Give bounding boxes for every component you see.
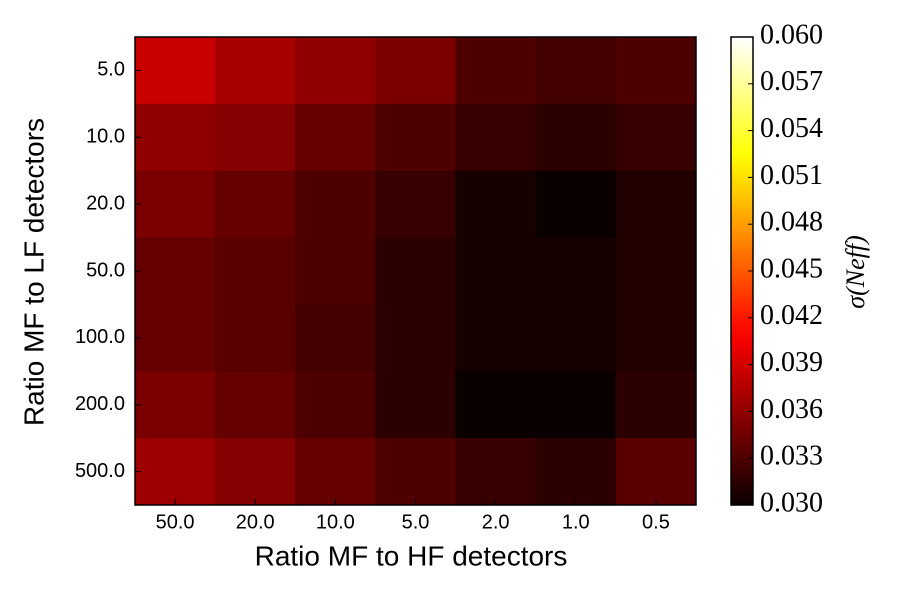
heatmap-cell bbox=[215, 170, 296, 239]
heatmap-cell bbox=[375, 304, 457, 372]
heatmap-cell bbox=[295, 170, 376, 239]
colorbar-tick-label: 0.030 bbox=[760, 487, 823, 518]
heatmap-cell bbox=[535, 438, 617, 506]
x-tick-label: 2.0 bbox=[482, 511, 510, 533]
heatmap-cell bbox=[295, 237, 376, 305]
y-tick-label: 500.0 bbox=[75, 460, 125, 482]
heatmap-cell bbox=[295, 371, 376, 439]
colorbar-tick-label: 0.060 bbox=[760, 19, 823, 50]
heatmap-cell bbox=[375, 438, 457, 506]
heatmap-cell bbox=[615, 170, 697, 239]
heatmap-cell bbox=[135, 237, 216, 305]
y-tick-label: 10.0 bbox=[86, 126, 125, 148]
colorbar-tick-label: 0.036 bbox=[760, 394, 823, 425]
heatmap-cell bbox=[615, 304, 697, 372]
colorbar-tick-label: 0.045 bbox=[760, 253, 823, 284]
x-tick-label: 0.5 bbox=[642, 511, 670, 533]
colorbar-tick-label: 0.054 bbox=[760, 113, 823, 144]
heatmap-cell bbox=[375, 37, 457, 105]
heatmap-cell bbox=[455, 438, 537, 506]
heatmap-cell bbox=[455, 371, 537, 439]
heatmap-cell bbox=[215, 438, 296, 506]
x-tick-label: 20.0 bbox=[236, 511, 275, 533]
x-tick-label: 10.0 bbox=[316, 511, 355, 533]
heatmap-cell bbox=[135, 438, 216, 506]
heatmap-cell bbox=[375, 371, 457, 439]
heatmap-cell bbox=[135, 37, 216, 105]
y-axis-label: Ratio MF to LF detectors bbox=[18, 118, 49, 426]
colorbar-tick-label: 0.039 bbox=[760, 347, 823, 378]
heatmap-cell bbox=[615, 37, 697, 105]
heatmap-cell bbox=[535, 371, 617, 439]
heatmap-cell bbox=[455, 103, 537, 172]
heatmap-cell bbox=[455, 304, 537, 372]
x-tick-label: 50.0 bbox=[156, 511, 195, 533]
heatmap-cell bbox=[535, 37, 617, 105]
heatmap-cell bbox=[215, 371, 296, 439]
heatmap-cell bbox=[135, 371, 216, 439]
heatmap-cell bbox=[615, 371, 697, 439]
y-tick-label: 20.0 bbox=[86, 192, 125, 214]
x-tick-label: 1.0 bbox=[562, 511, 590, 533]
heatmap-cell bbox=[215, 304, 296, 372]
colorbar-tick-label: 0.042 bbox=[760, 300, 823, 331]
heatmap-cell bbox=[375, 170, 457, 239]
heatmap-cell bbox=[295, 37, 376, 105]
y-tick-label: 100.0 bbox=[75, 326, 125, 348]
y-tick-label: 200.0 bbox=[75, 393, 125, 415]
heatmap-cell bbox=[375, 103, 457, 172]
heatmap-cell bbox=[455, 37, 537, 105]
heatmap-cell bbox=[215, 237, 296, 305]
heatmap-cell bbox=[135, 304, 216, 372]
colorbar-label: σ(Neff) bbox=[841, 235, 870, 308]
x-tick-label: 5.0 bbox=[402, 511, 430, 533]
heatmap-cell bbox=[455, 170, 537, 239]
heatmap-cell bbox=[295, 304, 376, 372]
colorbar-tick-label: 0.051 bbox=[760, 160, 823, 191]
y-tick-label: 50.0 bbox=[86, 259, 125, 281]
heatmap-cell bbox=[135, 103, 216, 172]
heatmap-cell bbox=[455, 237, 537, 305]
heatmap-cell bbox=[615, 237, 697, 305]
heatmap-cell bbox=[535, 237, 617, 305]
y-tick-label: 5.0 bbox=[97, 59, 125, 81]
colorbar-tick-label: 0.033 bbox=[760, 441, 823, 472]
x-axis-label: Ratio MF to HF detectors bbox=[255, 540, 568, 571]
colorbar-tick-label: 0.048 bbox=[760, 207, 823, 238]
heatmap-cell bbox=[135, 170, 216, 239]
heatmap-cell bbox=[615, 438, 697, 506]
heatmap-cell bbox=[215, 103, 296, 172]
heatmap-cell bbox=[535, 304, 617, 372]
heatmap-cell bbox=[615, 103, 697, 172]
heatmap-cell bbox=[295, 438, 376, 506]
heatmap-cell bbox=[535, 103, 617, 172]
heatmap-cell bbox=[375, 237, 457, 305]
heatmap-cell bbox=[295, 103, 376, 172]
heatmap-cell bbox=[215, 37, 296, 105]
heatmap-cell bbox=[535, 170, 617, 239]
colorbar-tick-label: 0.057 bbox=[760, 66, 823, 97]
